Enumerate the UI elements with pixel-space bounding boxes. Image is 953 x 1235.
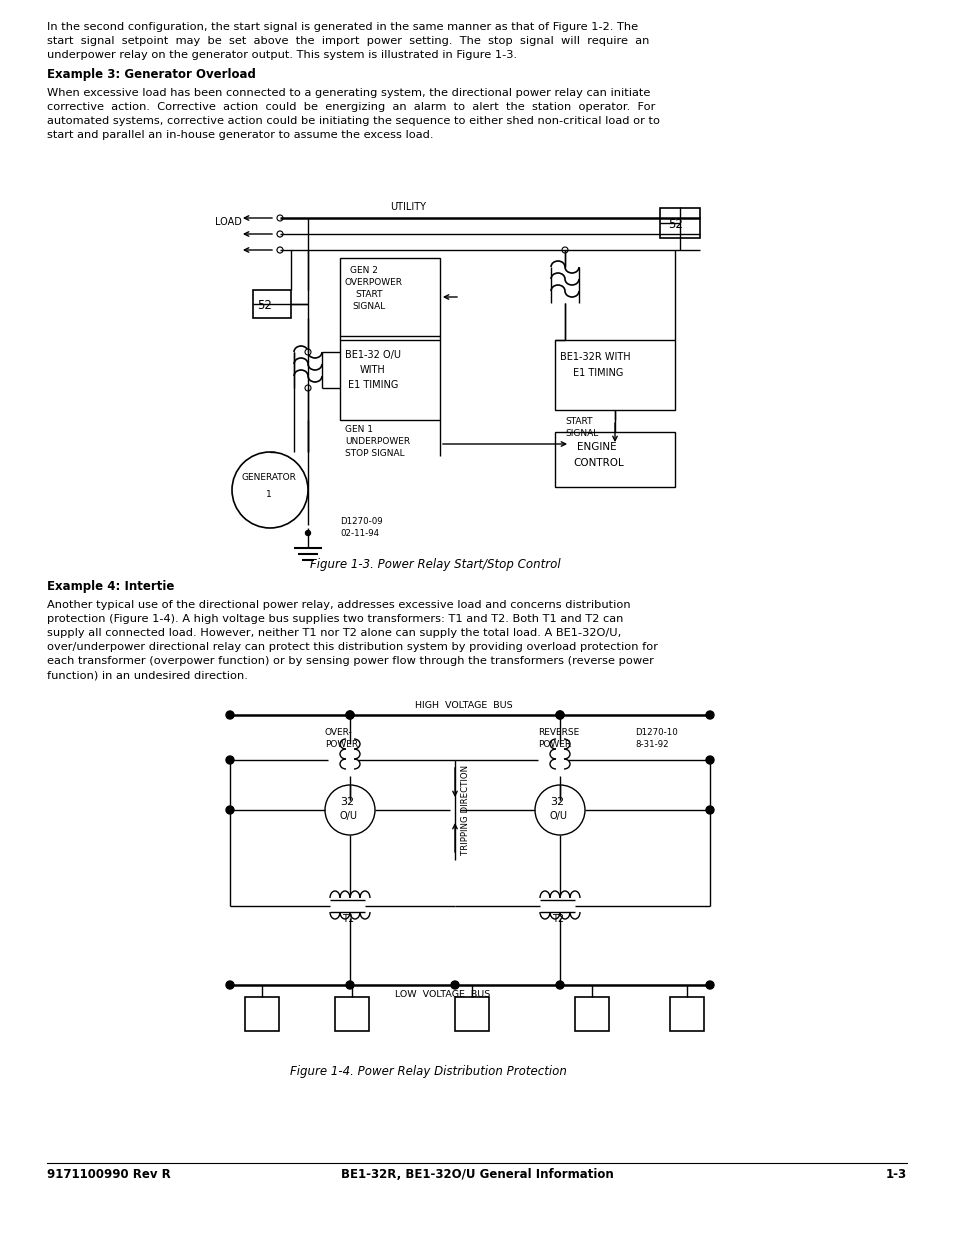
Text: O/U: O/U	[550, 811, 567, 821]
Text: POWER: POWER	[537, 740, 571, 748]
Circle shape	[277, 231, 282, 236]
Text: 9171100990 Rev R: 9171100990 Rev R	[47, 1168, 171, 1181]
Text: POWER: POWER	[325, 740, 357, 748]
Text: OVER-: OVER-	[325, 727, 353, 737]
Text: T2: T2	[552, 914, 563, 924]
Text: over/underpower directional relay can protect this distribution system by provid: over/underpower directional relay can pr…	[47, 642, 658, 652]
Text: CONTROL: CONTROL	[573, 458, 623, 468]
Circle shape	[305, 350, 311, 354]
Text: STOP SIGNAL: STOP SIGNAL	[345, 450, 404, 458]
Text: WITH: WITH	[359, 366, 385, 375]
Text: D1270-10: D1270-10	[635, 727, 677, 737]
Circle shape	[705, 711, 713, 719]
Bar	[575, 997, 608, 1031]
Text: GEN 1: GEN 1	[345, 425, 373, 433]
Circle shape	[277, 247, 282, 252]
Circle shape	[561, 247, 567, 253]
Bar	[339, 340, 439, 420]
Circle shape	[276, 247, 283, 253]
Text: automated systems, corrective action could be initiating the sequence to either : automated systems, corrective action cou…	[47, 116, 659, 126]
Circle shape	[305, 531, 310, 536]
Text: START: START	[355, 290, 382, 299]
Text: 02-11-94: 02-11-94	[339, 529, 378, 538]
Text: In the second configuration, the start signal is generated in the same manner as: In the second configuration, the start s…	[47, 22, 638, 32]
Circle shape	[226, 711, 233, 719]
Text: corrective  action.  Corrective  action  could  be  energizing  an  alarm  to  a: corrective action. Corrective action cou…	[47, 103, 655, 112]
Circle shape	[276, 215, 283, 221]
Bar	[245, 997, 278, 1031]
Circle shape	[451, 981, 458, 989]
Text: LOW  VOLTAGE  BUS: LOW VOLTAGE BUS	[395, 990, 490, 999]
Text: REVERSE: REVERSE	[537, 727, 578, 737]
Text: UNDERPOWER: UNDERPOWER	[345, 437, 410, 446]
Text: 52: 52	[256, 299, 272, 312]
Text: OVERPOWER: OVERPOWER	[345, 278, 402, 287]
Text: SIGNAL: SIGNAL	[352, 303, 385, 311]
Text: 1-3: 1-3	[885, 1168, 906, 1181]
Bar	[555, 340, 675, 410]
Circle shape	[226, 806, 233, 814]
Bar	[555, 432, 675, 487]
Text: START: START	[564, 417, 592, 426]
Circle shape	[305, 385, 311, 391]
Text: BE1-32R, BE1-32O/U General Information: BE1-32R, BE1-32O/U General Information	[340, 1168, 613, 1181]
Bar	[339, 258, 439, 336]
Text: GENERATOR: GENERATOR	[242, 473, 296, 482]
Circle shape	[556, 711, 563, 719]
Text: Figure 1-3. Power Relay Start/Stop Control: Figure 1-3. Power Relay Start/Stop Contr…	[310, 558, 560, 571]
Text: function) in an undesired direction.: function) in an undesired direction.	[47, 671, 248, 680]
Text: E1 TIMING: E1 TIMING	[348, 380, 398, 390]
Text: BE1-32 O/U: BE1-32 O/U	[345, 350, 400, 359]
Text: HIGH  VOLTAGE  BUS: HIGH VOLTAGE BUS	[415, 701, 512, 710]
Text: Example 3: Generator Overload: Example 3: Generator Overload	[47, 68, 255, 82]
Bar	[669, 997, 703, 1031]
Circle shape	[535, 785, 584, 835]
Circle shape	[346, 981, 354, 989]
Text: LOAD: LOAD	[214, 217, 242, 227]
Text: start  signal  setpoint  may  be  set  above  the  import  power  setting.  The : start signal setpoint may be set above t…	[47, 36, 649, 46]
Bar	[455, 997, 489, 1031]
Text: E1 TIMING: E1 TIMING	[573, 368, 622, 378]
Text: T1: T1	[341, 914, 354, 924]
Circle shape	[226, 756, 233, 764]
Text: 52: 52	[667, 219, 682, 231]
Circle shape	[325, 785, 375, 835]
Text: each transformer (overpower function) or by sensing power flow through the trans: each transformer (overpower function) or…	[47, 656, 653, 666]
Circle shape	[276, 231, 283, 237]
Circle shape	[705, 806, 713, 814]
Circle shape	[556, 711, 563, 719]
Text: O/U: O/U	[339, 811, 357, 821]
Circle shape	[556, 981, 563, 989]
Text: Example 4: Intertie: Example 4: Intertie	[47, 580, 174, 593]
Text: UTILITY: UTILITY	[390, 203, 426, 212]
Text: BE1-32R WITH: BE1-32R WITH	[559, 352, 630, 362]
Text: TRIPPING DIRECTION: TRIPPING DIRECTION	[460, 764, 470, 855]
Text: underpower relay on the generator output. This system is illustrated in Figure 1: underpower relay on the generator output…	[47, 49, 517, 61]
Circle shape	[232, 452, 308, 529]
Text: 8-31-92: 8-31-92	[635, 740, 668, 748]
Circle shape	[346, 711, 354, 719]
Circle shape	[346, 711, 354, 719]
Text: ENGINE: ENGINE	[577, 442, 616, 452]
Text: GEN 2: GEN 2	[350, 266, 377, 275]
Circle shape	[226, 981, 233, 989]
Text: 32: 32	[339, 797, 354, 806]
Bar	[335, 997, 369, 1031]
Text: D1270-09: D1270-09	[339, 517, 382, 526]
Bar	[659, 207, 700, 238]
Text: SIGNAL: SIGNAL	[564, 429, 598, 438]
Circle shape	[705, 756, 713, 764]
Text: Another typical use of the directional power relay, addresses excessive load and: Another typical use of the directional p…	[47, 600, 630, 610]
Text: 32: 32	[550, 797, 563, 806]
Text: Figure 1-4. Power Relay Distribution Protection: Figure 1-4. Power Relay Distribution Pro…	[290, 1065, 566, 1078]
Circle shape	[705, 981, 713, 989]
Text: protection (Figure 1-4). A high voltage bus supplies two transformers: T1 and T2: protection (Figure 1-4). A high voltage …	[47, 614, 622, 624]
Text: supply all connected load. However, neither T1 nor T2 alone can supply the total: supply all connected load. However, neit…	[47, 629, 620, 638]
Bar	[253, 290, 291, 317]
Text: When excessive load has been connected to a generating system, the directional p: When excessive load has been connected t…	[47, 88, 650, 98]
Text: 1: 1	[266, 490, 272, 499]
Text: start and parallel an in-house generator to assume the excess load.: start and parallel an in-house generator…	[47, 130, 433, 140]
